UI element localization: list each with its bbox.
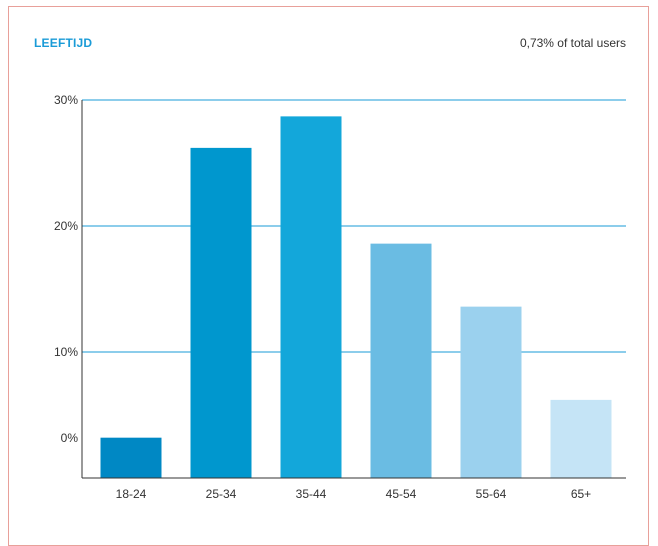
grid-lines xyxy=(82,99,626,353)
bars xyxy=(100,116,612,478)
x-tick-label: 45-54 xyxy=(386,487,417,501)
x-tick-label: 18-24 xyxy=(116,487,147,501)
bar-55-64 xyxy=(460,306,522,478)
y-tick-label: 0% xyxy=(61,431,79,445)
y-tick-label: 10% xyxy=(54,345,78,359)
x-axis-labels: 18-24 25-34 35-44 45-54 55-64 65+ xyxy=(116,487,592,501)
chart-title: LEEFTIJD xyxy=(34,36,93,50)
bar-35-44 xyxy=(280,116,342,478)
y-tick-label: 30% xyxy=(54,93,78,107)
x-tick-label: 35-44 xyxy=(296,487,327,501)
x-tick-label: 55-64 xyxy=(476,487,507,501)
bar-chart: 0% 10% 20% 30% 18-24 25-34 35-44 45-54 55-64 65+ xyxy=(54,93,626,501)
y-axis-labels: 0% 10% 20% 30% xyxy=(54,93,78,445)
chart-subtitle: 0,73% of total users xyxy=(519,36,626,50)
axes xyxy=(81,100,626,479)
x-tick-label: 25-34 xyxy=(206,487,237,501)
bar-45-54 xyxy=(370,243,432,478)
bar-18-24 xyxy=(100,437,162,478)
bar-25-34 xyxy=(190,147,252,478)
y-tick-label: 20% xyxy=(54,219,78,233)
x-tick-label: 65+ xyxy=(571,487,591,501)
bar-65+ xyxy=(550,399,612,478)
